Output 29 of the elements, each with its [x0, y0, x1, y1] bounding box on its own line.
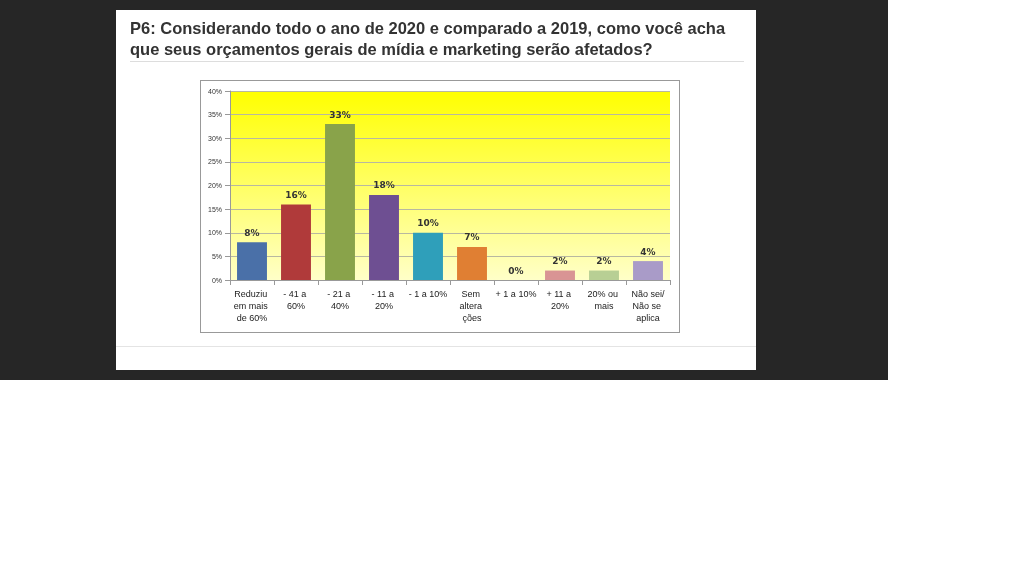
x-tick-label: Sem altera ções: [459, 289, 485, 323]
x-tick-label: + 1 a 10%: [495, 289, 537, 299]
x-tick-label: 20% ou mais: [587, 289, 621, 311]
data-label: 2%: [552, 256, 568, 267]
data-label: 7%: [464, 232, 480, 243]
data-label: 2%: [596, 256, 612, 267]
x-tick-label: - 11 a 20%: [371, 289, 397, 311]
x-tick-label: - 1 a 10%: [408, 289, 448, 299]
x-tick-label: Reduziu em mais de 60%: [233, 289, 271, 323]
bar: [237, 242, 267, 280]
bar: [633, 261, 663, 280]
bar: [325, 124, 355, 280]
data-label: 8%: [244, 227, 260, 238]
data-label: 10%: [417, 218, 439, 229]
x-tick-label: - 41 a 60%: [283, 289, 309, 311]
bar: [413, 232, 443, 280]
x-tick-label: - 21 a 40%: [327, 289, 353, 311]
data-label: 0%: [508, 265, 524, 276]
bar: [369, 194, 399, 280]
chart-title: P6: Considerando todo o ano de 2020 e comparado a 2019, como você acha que seus orçamentos gerais de mídia e marketing serão afetados?: [130, 18, 727, 60]
bar: [457, 246, 487, 280]
data-label: 18%: [373, 180, 395, 191]
bar: [589, 270, 619, 280]
data-label: 16%: [285, 189, 307, 200]
x-tick-label: Não sei/Não se aplica: [631, 289, 665, 323]
data-label: 4%: [640, 246, 656, 257]
bar: [281, 204, 311, 280]
x-tick-label: + 11 a 20%: [546, 289, 574, 311]
bar: [545, 270, 575, 280]
